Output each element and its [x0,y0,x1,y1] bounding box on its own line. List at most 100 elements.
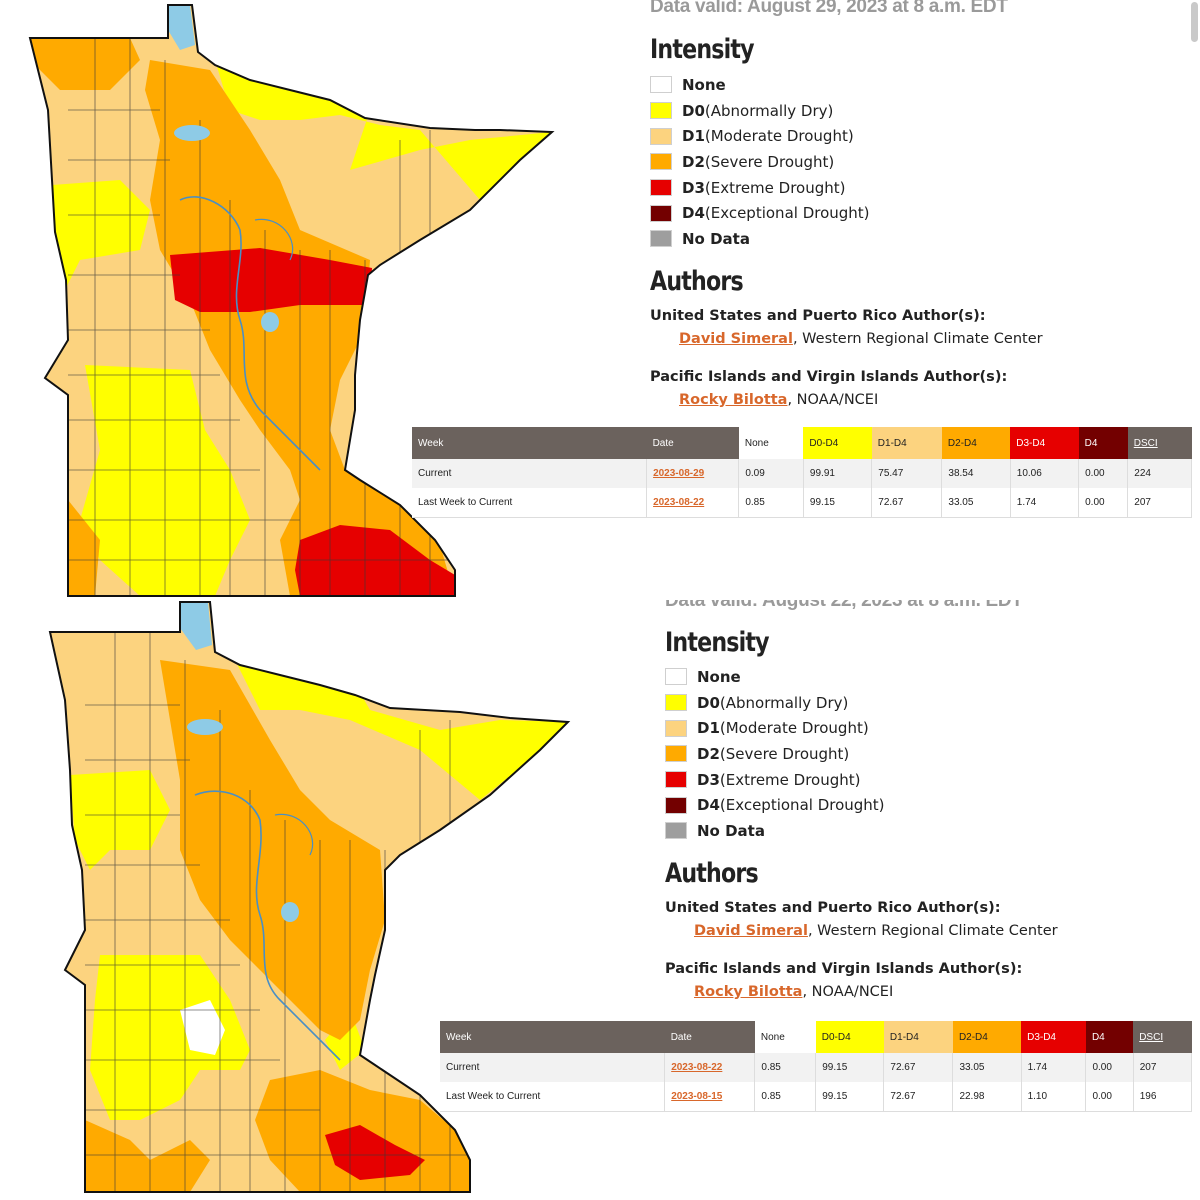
table-row: Last Week to Current 2023-08-22 0.85 99.15 7… [412,488,1192,518]
table-cell: 33.05 [952,1053,1022,1082]
legend-swatch [650,102,672,120]
legend-description: (Severe Drought) [719,744,850,763]
intensity-heading: Intensity [665,627,770,658]
table-cell: 99.15 [803,488,873,518]
pi-authors-label: Pacific Islands and Virgin Islands Autho… [650,369,1008,385]
scrollbar-thumb[interactable] [1191,2,1198,42]
us-authors-label: United States and Puerto Rico Author(s): [650,308,986,324]
authors-section: United States and Puerto Rico Author(s):… [650,308,1043,408]
date-link[interactable]: 2023-08-15 [671,1091,723,1102]
legend-description: (Moderate Drought) [704,127,854,146]
column-header-d2-d4: D2-D4 [941,427,1011,459]
table-row: Last Week to Current 2023-08-15 0.85 99.15 7… [440,1082,1193,1112]
pi-author-link[interactable]: Rocky Bilotta [694,984,803,1000]
data-valid-label: Data valid: August 29, 2023 at 8 a.m. ED… [650,0,1008,18]
pi-author-link[interactable]: Rocky Bilotta [679,392,788,408]
table-cell: 72.67 [883,1082,954,1112]
legend-code: No Data [697,821,765,840]
table-cell: Last Week to Current [440,1082,666,1112]
table-cell: 1.10 [1021,1082,1087,1112]
legend-item-d3: D3 (Extreme Drought) [650,175,870,201]
table-cell: 207 [1133,1053,1193,1082]
pi-author-line: Rocky Bilotta, NOAA/NCEI [650,392,1043,408]
legend-swatch [665,822,687,840]
column-header-d3-d4: D3-D4 [1010,427,1079,459]
date-link[interactable]: 2023-08-29 [653,468,705,479]
table-header-row: Week Date None D0-D4 D1-D4 D2-D4 D3-D4 D4 DSCI [440,1021,1192,1053]
legend-item-d3: D3 (Extreme Drought) [665,767,885,793]
intensity-legend: None D0 (Abnormally Dry) D1 (Moderate Drou… [650,72,870,252]
intensity-legend: None D0 (Abnormally Dry) D1 (Moderate Drou… [665,664,885,844]
legend-swatch [665,771,687,789]
legend-code: None [682,75,726,94]
us-author-line: David Simeral, Western Regional Climate … [665,923,1058,939]
column-header-none: None [738,427,804,459]
legend-item-no-data: No Data [650,226,870,252]
table-cell-date: 2023-08-29 [646,459,740,488]
legend-description: (Exceptional Drought) [704,204,870,223]
table-cell: 0.00 [1085,1053,1134,1082]
column-header-none: None [754,1021,816,1053]
authors-heading: Authors [650,266,744,297]
table-cell: 33.05 [941,488,1011,518]
pi-author-org: , NOAA/NCEI [802,984,894,1000]
table-cell: 0.00 [1085,1082,1134,1112]
table-cell: 38.54 [941,459,1011,488]
table-cell: 99.91 [803,459,873,488]
legend-code: D0 [682,101,705,120]
table-cell: 10.06 [1010,459,1080,488]
data-valid-text: Data valid: August 22, 2023 at 8 a.m. ED… [665,600,1023,611]
table-cell: 224 [1127,459,1192,488]
column-header-d4: D4 [1085,1021,1134,1053]
table-row: Current 2023-08-22 0.85 99.15 72.67 33.05 1.74… [440,1053,1193,1082]
data-valid-text: Data valid: August 29, 2023 at 8 a.m. ED… [650,0,1008,17]
us-author-link[interactable]: David Simeral [694,923,808,939]
legend-item-d0: D0 (Abnormally Dry) [650,98,870,124]
legend-swatch [665,745,687,763]
column-header-dsci[interactable]: DSCI [1133,1021,1192,1053]
legend-swatch [665,668,687,686]
column-header-date: Date [646,427,739,459]
column-header-d1-d4: D1-D4 [871,427,942,459]
table-cell: 75.47 [871,459,943,488]
legend-code: D4 [697,796,720,815]
table-cell: 1.74 [1021,1053,1087,1082]
legend-item-d4: D4 (Exceptional Drought) [650,200,870,226]
date-link[interactable]: 2023-08-22 [671,1062,723,1073]
legend-item-d1: D1 (Moderate Drought) [665,715,885,741]
column-header-dsci[interactable]: DSCI [1127,427,1192,459]
legend-code: D4 [682,204,705,223]
date-link[interactable]: 2023-08-22 [653,497,705,508]
legend-item-d0: D0 (Abnormally Dry) [665,690,885,716]
column-header-d2-d4: D2-D4 [952,1021,1022,1053]
legend-description: (Moderate Drought) [719,719,869,738]
legend-code: D0 [697,693,720,712]
legend-code: D1 [682,127,705,146]
pi-authors-label: Pacific Islands and Virgin Islands Autho… [665,961,1023,977]
drought-panel-aug-22: Data valid: August 22, 2023 at 8 a.m. ED… [0,600,1200,1200]
column-header-d1-d4: D1-D4 [883,1021,953,1053]
us-author-link[interactable]: David Simeral [679,331,793,347]
legend-description: (Extreme Drought) [719,770,861,789]
legend-swatch [650,204,672,222]
legend-swatch [650,76,672,94]
legend-code: D3 [697,770,720,789]
intensity-heading: Intensity [650,34,755,65]
table-cell: 196 [1133,1082,1193,1112]
legend-code: D3 [682,178,705,197]
column-header-date: Date [664,1021,755,1053]
table-header-row: Week Date None D0-D4 D1-D4 D2-D4 D3-D4 D4 DSCI [412,427,1192,459]
legend-item-none: None [665,664,885,690]
column-header-d4: D4 [1078,427,1128,459]
column-header-week: Week [412,427,647,459]
table-cell: 207 [1127,488,1192,518]
legend-swatch [665,796,687,814]
us-author-org: , Western Regional Climate Center [807,923,1058,939]
table-cell: Last Week to Current [412,488,648,518]
table-cell-date: 2023-08-22 [664,1053,756,1082]
pi-author-line: Rocky Bilotta, NOAA/NCEI [665,984,1058,1000]
legend-item-d4: D4 (Exceptional Drought) [665,792,885,818]
table-cell: 0.00 [1078,488,1129,518]
table-cell: 0.85 [738,488,804,518]
legend-code: D1 [697,719,720,738]
